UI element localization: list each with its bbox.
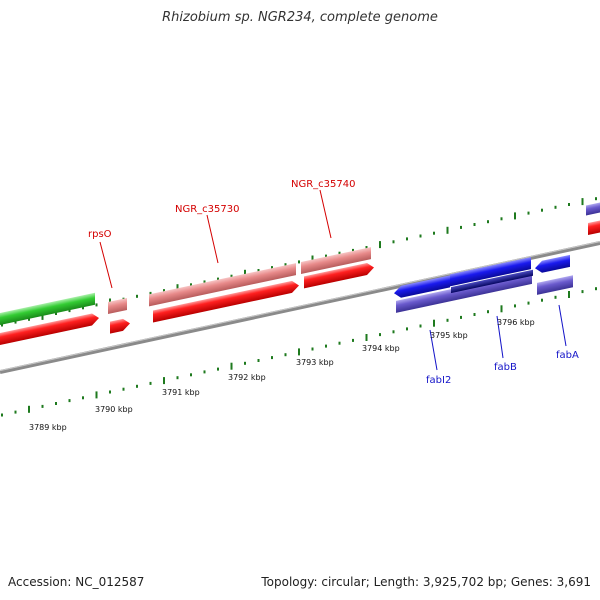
gene-edge-red-bar <box>588 218 600 236</box>
gene-leader-lines <box>99 189 567 371</box>
leader-line-ngr_c35740 <box>319 189 332 239</box>
leader-line-rpso <box>99 241 113 289</box>
ruler-label: 3795 kbp <box>430 331 468 340</box>
ruler-label: 3790 kbp <box>95 405 133 414</box>
gene-rpso-pink-bar <box>108 298 127 315</box>
gene-ngr_c35740-pink-bar <box>301 247 371 275</box>
ruler-label: 3791 kbp <box>162 388 200 397</box>
gene-faba-blue-arrow <box>535 254 570 273</box>
ruler-labels: 3789 kbp 3790 kbp 3791 kbp 3792 kbp 3793… <box>29 318 535 432</box>
gene-ngr_c35740-red-arrow <box>304 262 374 289</box>
gene-label-ngr_c35730[interactable]: NGR_c35730 <box>175 204 240 215</box>
ruler-label: 3792 kbp <box>228 373 266 382</box>
gene-red-arrow-left <box>0 313 99 347</box>
gene-ngr_c35730-pink-bar <box>149 263 296 307</box>
gene-label-ngr_c35740[interactable]: NGR_c35740 <box>291 179 356 190</box>
leader-line-ngr_c35730 <box>206 214 219 264</box>
accession-text: Accession: NC_012587 <box>8 575 145 589</box>
topology-summary-text: Topology: circular; Length: 3,925,702 bp… <box>261 575 591 589</box>
gene-faba-violet-bar <box>537 275 573 295</box>
gene-labels: rpsO NGR_c35730 NGR_c35740 fabI2 fabB fa… <box>88 179 579 386</box>
gene-edge-violet-bar <box>586 201 600 216</box>
leader-line-fabi2 <box>429 329 438 371</box>
ruler-label: 3794 kbp <box>362 344 400 353</box>
gene-label-fabi2[interactable]: fabI2 <box>426 375 451 386</box>
ruler-label: 3796 kbp <box>497 318 535 327</box>
ruler-label: 3789 kbp <box>29 423 67 432</box>
leader-line-fabb <box>496 315 504 359</box>
gene-rpso-red-arrow <box>110 318 130 334</box>
gene-label-faba[interactable]: fabA <box>556 350 579 361</box>
lower-tick-row <box>1 287 597 417</box>
leader-line-faba <box>558 304 567 347</box>
gene-green-bar <box>0 292 95 327</box>
map-title: Rhizobium sp. NGR234, complete genome <box>162 10 438 25</box>
gene-ngr_c35730-red-arrow <box>153 280 299 323</box>
gene-label-rpso[interactable]: rpsO <box>88 229 112 240</box>
gene-fabb-blue-arrow <box>450 257 531 287</box>
gene-label-fabb[interactable]: fabB <box>494 362 517 373</box>
gene-fabi2-blue-arrow <box>394 275 450 298</box>
genome-backbone-highlight <box>0 241 600 372</box>
gene-fabb-navy-bar <box>451 269 533 294</box>
ruler-label: 3793 kbp <box>296 358 334 367</box>
